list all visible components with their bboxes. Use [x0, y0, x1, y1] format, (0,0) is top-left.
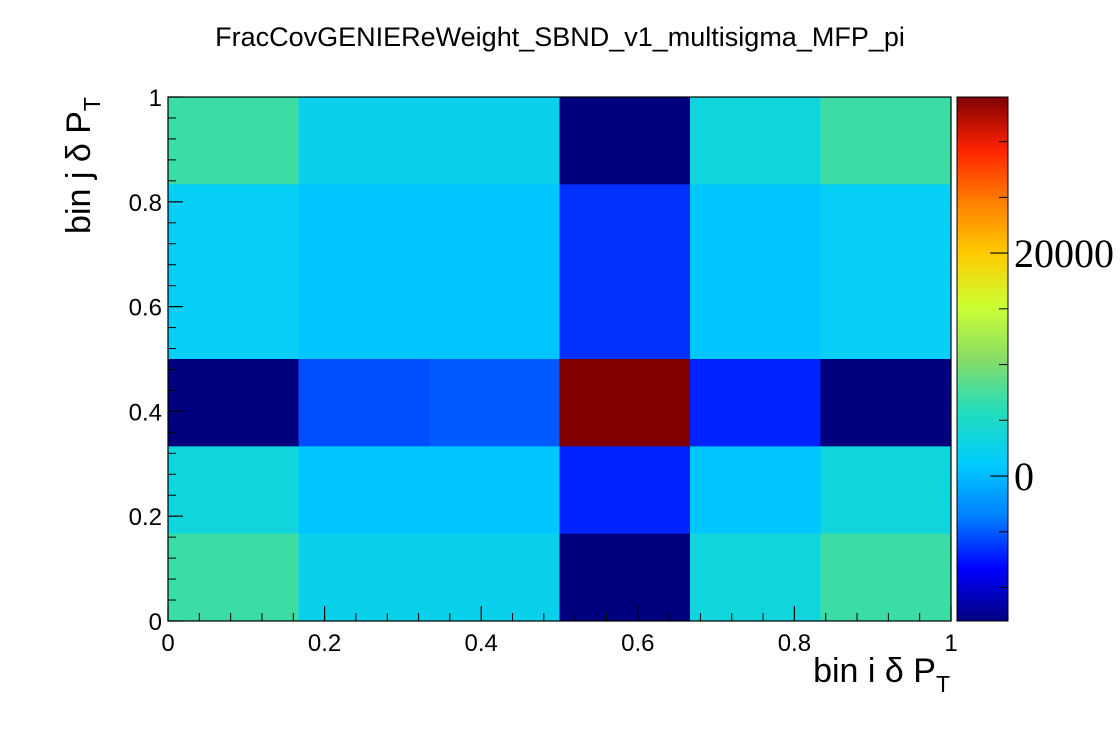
- y-axis-label: bin j δ PT: [60, 97, 105, 234]
- heatmap-cell: [820, 184, 952, 273]
- x-axis-label: bin i δ PT: [813, 652, 950, 697]
- heatmap-cell: [298, 359, 430, 447]
- y-tick-label: 0.6: [129, 295, 162, 322]
- heatmap-cell: [168, 533, 300, 622]
- heatmap-cell: [820, 97, 952, 185]
- x-axis-ticks: 0 0.2 0.4 0.6 0.8 1: [161, 606, 958, 657]
- chart-title: FracCovGENIEReWeight_SBND_v1_multisigma_…: [215, 22, 905, 52]
- x-axis-label-main: bin i δ P: [813, 652, 936, 690]
- color-palette-bar: [956, 96, 1009, 622]
- heatmap-cell: [820, 271, 952, 360]
- x-tick-label: 0.2: [308, 630, 341, 657]
- y-tick-label: 0.8: [129, 190, 162, 217]
- heatmap-cell: [428, 359, 560, 447]
- x-tick-label: 0: [161, 630, 174, 657]
- heatmap-cells: [168, 97, 952, 622]
- heatmap-cell: [428, 446, 560, 535]
- x-axis-label-subscript: T: [936, 671, 950, 697]
- heatmap-cell: [690, 533, 821, 622]
- heatmap-cell: [559, 97, 691, 185]
- x-tick-label: 0.4: [465, 630, 498, 657]
- x-tick-label: 0.8: [778, 630, 811, 657]
- y-tick-label: 1: [149, 85, 162, 112]
- x-tick-label: 1: [944, 630, 957, 657]
- heatmap-cell: [559, 533, 691, 622]
- heatmap-cell: [690, 271, 821, 360]
- x-tick-label: 0.6: [621, 630, 654, 657]
- palette-tick-label: 20000: [1014, 231, 1114, 276]
- heatmap-cell: [298, 97, 430, 185]
- heatmap-cell: [298, 271, 430, 360]
- heatmap-cell: [559, 271, 691, 360]
- heatmap-cell: [168, 271, 300, 360]
- heatmap-cell: [298, 184, 430, 273]
- heatmap-cell: [820, 533, 952, 622]
- heatmap-cell: [428, 97, 560, 185]
- heatmap-cell: [298, 533, 430, 622]
- heatmap-cell: [820, 359, 952, 447]
- plot-frame: [167, 96, 952, 622]
- heatmap-cell: [428, 184, 560, 273]
- heatmap-cell: [428, 271, 560, 360]
- heatmap-cell: [559, 446, 691, 535]
- heatmap-cell: [168, 446, 300, 535]
- y-axis-label-main: bin j δ P: [60, 111, 98, 234]
- palette-axis-ticks: 0 20000: [990, 141, 1114, 589]
- y-tick-label: 0: [149, 609, 162, 636]
- heatmap-cell: [428, 533, 560, 622]
- heatmap-cell: [168, 359, 300, 447]
- y-tick-label: 0.2: [129, 504, 162, 531]
- heatmap-cell: [559, 184, 691, 273]
- heatmap-cell: [559, 359, 691, 447]
- heatmap-cell: [690, 97, 821, 185]
- heatmap-cell: [168, 97, 300, 185]
- y-axis-label-subscript: T: [79, 97, 105, 111]
- y-axis-ticks: 0 0.2 0.4 0.6 0.8 1: [129, 85, 183, 636]
- y-tick-label: 0.4: [129, 399, 162, 426]
- heatmap-cell: [690, 446, 821, 535]
- heatmap-cell: [820, 446, 952, 535]
- palette-tick-label: 0: [1014, 454, 1034, 499]
- heatmap-cell: [298, 446, 430, 535]
- heatmap-cell: [690, 359, 821, 447]
- heatmap-cell: [690, 184, 821, 273]
- heatmap-cell: [168, 184, 300, 273]
